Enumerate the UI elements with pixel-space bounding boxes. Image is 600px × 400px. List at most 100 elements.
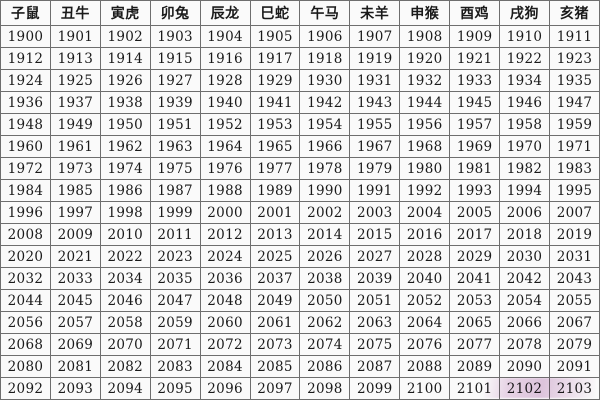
year-cell: 1927 — [149, 69, 201, 92]
year-cell: 1965 — [249, 135, 301, 158]
table-row: 1960 1961 1962 1963 1964 1965 1966 1967 1968 1969… — [0, 135, 600, 158]
year-cell: 2082 — [99, 355, 151, 378]
year-cell: 2020 — [0, 245, 51, 268]
year-cell: 1902 — [99, 25, 151, 48]
year-cell: 1976 — [199, 157, 251, 180]
year-cell: 2066 — [499, 311, 550, 334]
year-cell: 1903 — [149, 25, 201, 48]
year-cell: 1960 — [0, 135, 51, 158]
year-cell: 2033 — [49, 267, 101, 290]
table-header: 子鼠 丑牛 寅虎 卯兔 辰龙 巳蛇 午马 未羊 申猴 酉鸡 戌狗 亥猪 — [0, 0, 600, 26]
table-row: 2056 2057 2058 2059 2060 2061 2062 2063 2064 2065… — [0, 311, 600, 334]
year-cell: 2057 — [49, 311, 101, 334]
year-cell: 1943 — [349, 91, 401, 114]
year-cell: 1909 — [449, 25, 501, 48]
year-cell: 2065 — [449, 311, 501, 334]
year-cell: 2027 — [349, 245, 401, 268]
year-cell: 2060 — [199, 311, 251, 334]
year-cell: 1989 — [249, 179, 301, 202]
year-cell: 1910 — [499, 25, 550, 48]
year-cell: 2017 — [449, 223, 501, 246]
year-cell: 1925 — [49, 69, 101, 92]
year-cell: 1981 — [449, 157, 501, 180]
year-cell: 2086 — [299, 355, 351, 378]
year-cell: 1968 — [399, 135, 451, 158]
year-cell: 2054 — [499, 289, 550, 312]
year-cell: 1935 — [548, 69, 600, 92]
year-cell: 2084 — [199, 355, 251, 378]
year-cell: 1982 — [499, 157, 550, 180]
year-cell: 1946 — [499, 91, 550, 114]
year-cell: 1933 — [449, 69, 501, 92]
table-row: 1924 1925 1926 1927 1928 1929 1930 1931 1932 1933… — [0, 69, 600, 92]
year-cell: 1961 — [49, 135, 101, 158]
table-row: 1936 1937 1938 1939 1940 1941 1942 1943 1944 1945… — [0, 91, 600, 114]
header-row: 子鼠 丑牛 寅虎 卯兔 辰龙 巳蛇 午马 未羊 申猴 酉鸡 戌狗 亥猪 — [0, 0, 600, 26]
table-row: 2020 2021 2022 2023 2024 2025 2026 2027 2028 2029… — [0, 245, 600, 268]
year-cell: 2008 — [0, 223, 51, 246]
year-cell: 1944 — [399, 91, 451, 114]
year-cell: 2075 — [349, 333, 401, 356]
table-row: 2092 2093 2094 2095 2096 2097 2098 2099 2100 2101… — [0, 377, 600, 400]
year-cell: 1974 — [99, 157, 151, 180]
year-cell: 2036 — [199, 267, 251, 290]
year-cell: 2063 — [349, 311, 401, 334]
year-cell: 2051 — [349, 289, 401, 312]
year-cell: 2098 — [299, 377, 351, 400]
year-cell: 1953 — [249, 113, 301, 136]
year-cell: 2064 — [399, 311, 451, 334]
year-cell: 1991 — [349, 179, 401, 202]
year-cell: 2009 — [49, 223, 101, 246]
year-cell: 2034 — [99, 267, 151, 290]
table-row: 1996 1997 1998 1999 2000 2001 2002 2003 2004 2005… — [0, 201, 600, 224]
year-cell: 1904 — [199, 25, 251, 48]
table-row: 2044 2045 2046 2047 2048 2049 2050 2051 2052 2053… — [0, 289, 600, 312]
year-cell: 1941 — [249, 91, 301, 114]
year-cell: 2069 — [49, 333, 101, 356]
year-cell: 1992 — [399, 179, 451, 202]
year-cell: 2058 — [99, 311, 151, 334]
year-cell: 1971 — [548, 135, 600, 158]
year-cell: 2010 — [99, 223, 151, 246]
year-cell: 1966 — [299, 135, 351, 158]
year-cell: 2100 — [399, 377, 451, 400]
table-row: 2032 2033 2034 2035 2036 2037 2038 2039 2040 2041… — [0, 267, 600, 290]
year-cell: 1978 — [299, 157, 351, 180]
year-cell: 1999 — [149, 201, 201, 224]
table-row: 1948 1949 1950 1951 1952 1953 1954 1955 1956 1957… — [0, 113, 600, 136]
year-cell: 2025 — [249, 245, 301, 268]
table-row: 2008 2009 2010 2011 2012 2013 2014 2015 2016 2017… — [0, 223, 600, 246]
year-cell: 2031 — [548, 245, 600, 268]
year-cell: 1936 — [0, 91, 51, 114]
year-cell: 1972 — [0, 157, 51, 180]
year-cell: 1979 — [349, 157, 401, 180]
year-cell: 1996 — [0, 201, 51, 224]
table-row: 1912 1913 1914 1915 1916 1917 1918 1919 1920 1921… — [0, 47, 600, 70]
table-body: 1900 1901 1902 1903 1904 1905 1906 1907 1908 1909… — [0, 25, 600, 400]
table-row: 1972 1973 1974 1975 1976 1977 1978 1979 1980 1981… — [0, 157, 600, 180]
year-cell: 1919 — [349, 47, 401, 70]
year-cell: 1923 — [548, 47, 600, 70]
year-cell: 2029 — [449, 245, 501, 268]
year-cell: 2088 — [399, 355, 451, 378]
year-cell: 1906 — [299, 25, 351, 48]
year-cell: 1973 — [49, 157, 101, 180]
year-cell: 2021 — [49, 245, 101, 268]
year-cell: 1918 — [299, 47, 351, 70]
year-cell: 2039 — [349, 267, 401, 290]
zodiac-header-cell: 辰龙 — [199, 0, 251, 26]
year-cell: 2059 — [149, 311, 201, 334]
year-cell: 1945 — [449, 91, 501, 114]
year-cell: 2095 — [149, 377, 201, 400]
table-row: 2080 2081 2082 2083 2084 2085 2086 2087 2088 2089… — [0, 355, 600, 378]
year-cell: 2053 — [449, 289, 501, 312]
year-cell: 1920 — [399, 47, 451, 70]
year-cell: 2072 — [199, 333, 251, 356]
year-cell: 1956 — [399, 113, 451, 136]
year-cell: 1938 — [99, 91, 151, 114]
year-cell: 2015 — [349, 223, 401, 246]
year-cell: 2087 — [349, 355, 401, 378]
year-cell: 2005 — [449, 201, 501, 224]
year-cell: 1994 — [499, 179, 550, 202]
